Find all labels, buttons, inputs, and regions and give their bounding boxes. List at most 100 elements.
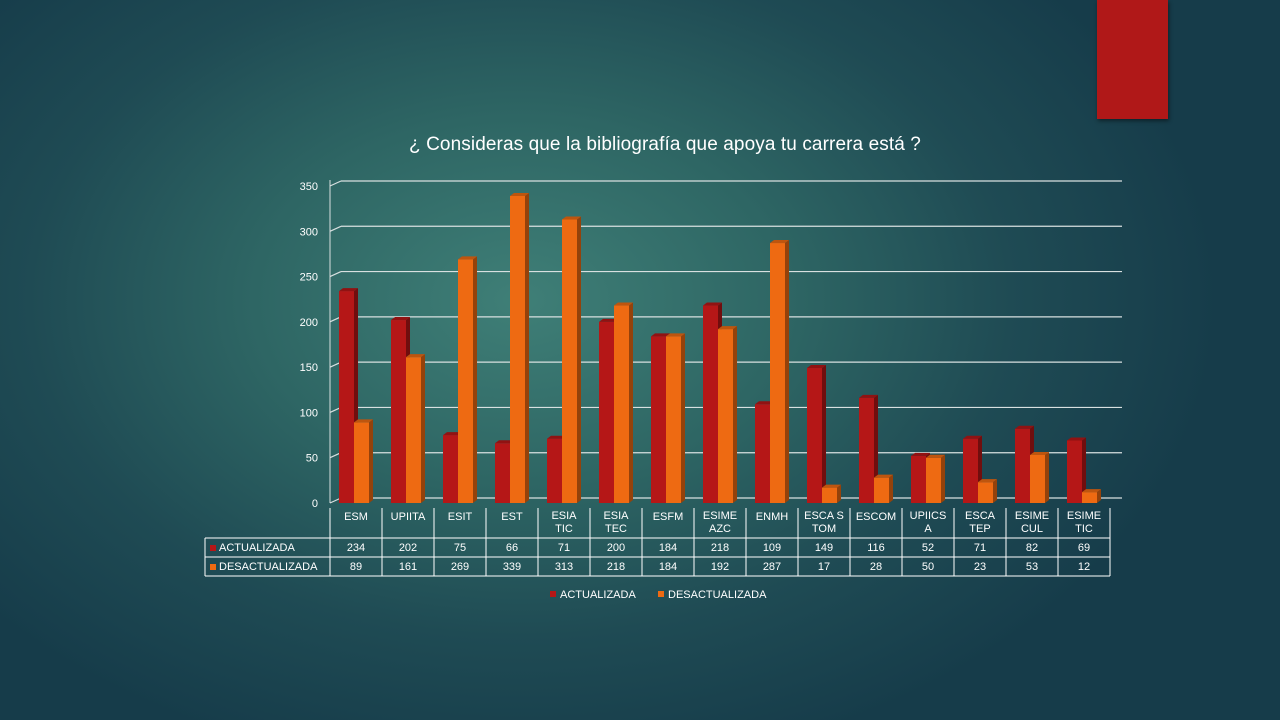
bar-side [681, 333, 685, 503]
x-tick-label: ESM [344, 511, 368, 523]
data-label: 71 [558, 542, 570, 554]
data-label: 184 [659, 542, 677, 554]
bar-front [562, 219, 577, 504]
bar-front [1082, 492, 1097, 503]
bar-desactualizada [978, 479, 997, 503]
data-label: 184 [659, 561, 677, 573]
table-legend-key [210, 564, 216, 570]
y-tick-label: 50 [306, 453, 318, 465]
bar-side [993, 479, 997, 503]
data-label: 109 [763, 542, 781, 554]
bar-desactualizada [562, 216, 581, 504]
bar-front [874, 477, 889, 503]
data-label: 53 [1026, 561, 1038, 573]
bar-desactualizada [926, 454, 945, 503]
data-label: 12 [1078, 561, 1090, 573]
data-label: 23 [974, 561, 986, 573]
bar-front [651, 336, 666, 503]
bar-top [354, 419, 373, 423]
x-tick-label: ESCA TEP [965, 510, 996, 535]
bar-top [547, 435, 566, 439]
bar-front [911, 455, 926, 503]
data-label: 202 [399, 542, 417, 554]
bar-desactualizada [406, 354, 425, 503]
data-label: 313 [555, 561, 573, 573]
data-label: 89 [350, 561, 362, 573]
bar-top [1082, 489, 1101, 493]
legend-label: ACTUALIZADA [560, 589, 636, 601]
x-tick-label: ESIME CUL [1015, 510, 1049, 535]
bar-front [926, 457, 941, 503]
bar-top [666, 333, 685, 337]
bar-front [755, 404, 770, 503]
bar-front [963, 438, 978, 503]
data-label: 75 [454, 542, 466, 554]
chart-title: ¿ Consideras que la bibliografía que apo… [409, 134, 921, 155]
bar-actualizada [859, 394, 878, 503]
x-tick-label: ESFM [653, 511, 684, 523]
bar-desactualizada [718, 326, 737, 503]
bar-top [651, 333, 670, 337]
bar-top [770, 240, 789, 244]
y-tick-label: 200 [300, 317, 318, 329]
data-label: 52 [922, 542, 934, 554]
x-tick-label: ESIA TEC [603, 510, 629, 535]
data-label: 71 [974, 542, 986, 554]
bar-front [807, 368, 822, 503]
legend-key [658, 591, 664, 597]
data-label: 161 [399, 561, 417, 573]
gridline-slant [329, 225, 342, 232]
bar-side [1045, 451, 1049, 503]
bar-front [859, 397, 874, 503]
bar-top [1067, 437, 1086, 441]
bar-front [614, 305, 629, 503]
bar-desactualizada [354, 419, 373, 503]
bar-front [391, 320, 406, 503]
bar-actualizada [807, 365, 826, 503]
data-label: 17 [818, 561, 830, 573]
x-tick-label: ESIME AZC [703, 510, 737, 535]
bar-top [822, 484, 841, 488]
bar-front [354, 422, 369, 503]
bar-front [770, 243, 785, 503]
bar-desactualizada [770, 240, 789, 503]
y-tick-label: 250 [300, 272, 318, 284]
bar-side [1082, 437, 1086, 503]
bar-top [406, 354, 425, 358]
x-tick-label: ESIT [448, 511, 473, 523]
bar-side [1097, 489, 1101, 503]
bar-front [978, 482, 993, 503]
data-label: 28 [870, 561, 882, 573]
bar-top [495, 440, 514, 444]
y-tick-label: 0 [312, 498, 318, 510]
bar-front [599, 321, 614, 503]
bar-desactualizada [666, 333, 685, 503]
bar-top [1030, 451, 1049, 455]
bar-top [1015, 425, 1034, 429]
bar-side [369, 419, 373, 503]
gridline-slant [329, 180, 342, 187]
bar-desactualizada [614, 302, 633, 503]
bar-actualizada [1067, 437, 1086, 503]
bar-front [510, 195, 525, 503]
y-tick-label: 300 [300, 226, 318, 238]
bar-desactualizada [822, 484, 841, 503]
table-series-name: ACTUALIZADA [219, 542, 295, 554]
bar-side [785, 240, 789, 503]
bar-top [807, 365, 826, 369]
data-label: 218 [607, 561, 625, 573]
table-series-name: DESACTUALIZADA [219, 561, 318, 573]
bar-side [837, 484, 841, 503]
x-tick-label: ESCOM [856, 511, 896, 523]
y-tick-label: 100 [300, 407, 318, 419]
data-label: 69 [1078, 542, 1090, 554]
gridline-slant [329, 271, 342, 278]
data-label: 149 [815, 542, 833, 554]
bar-side [525, 192, 529, 503]
x-tick-label: ESCA S TOM [804, 510, 844, 535]
bar-top [911, 452, 930, 456]
data-label: 50 [922, 561, 934, 573]
x-tick-label: ESIME TIC [1067, 510, 1101, 535]
x-tick-label: ENMH [756, 511, 788, 523]
bar-top [859, 394, 878, 398]
